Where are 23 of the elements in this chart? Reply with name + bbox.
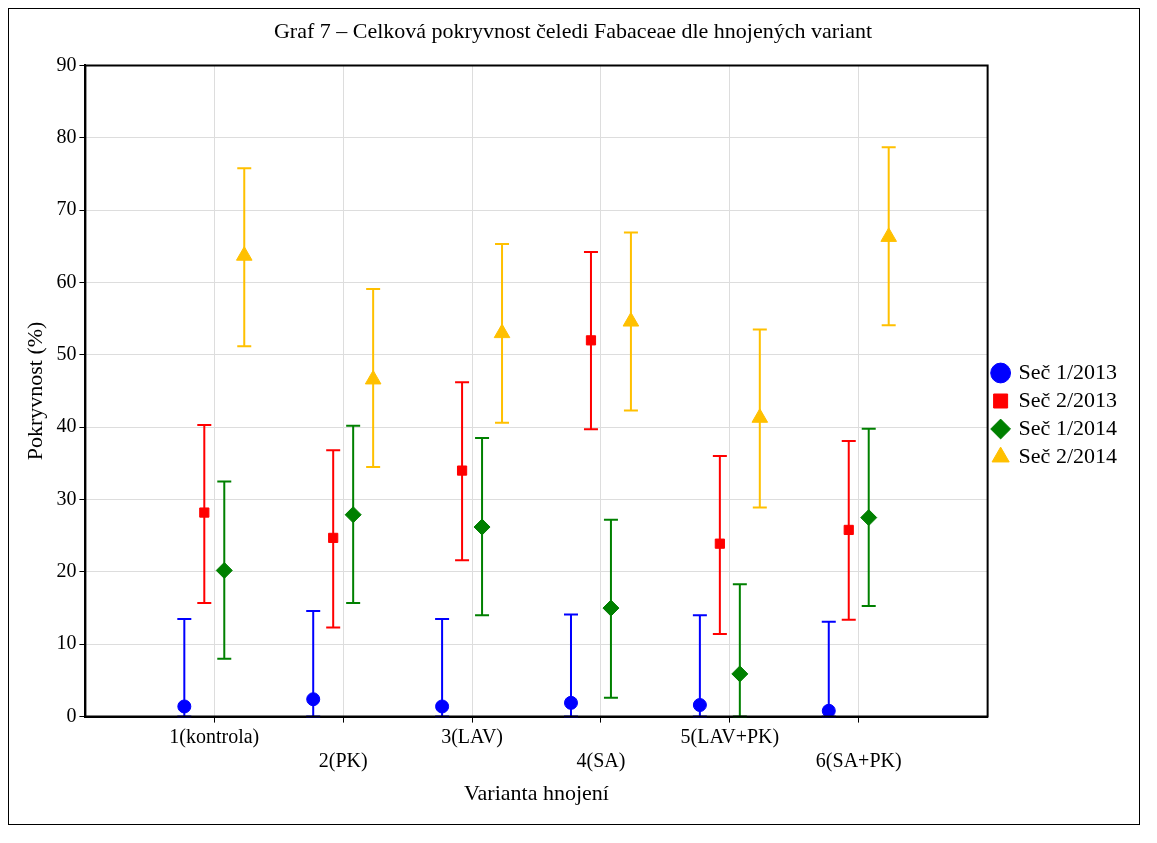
legend-label: Seč 1/2014 — [1018, 414, 1118, 440]
x-tick-label: 4(SA) — [576, 748, 626, 772]
x-tick-label: 5(LAV+PK) — [680, 724, 780, 748]
y-tick-label: 90 — [56, 52, 77, 75]
x-tick-label: 2(PK) — [318, 748, 368, 772]
y-tick-label: 0 — [66, 703, 77, 726]
y-tick-label: 40 — [56, 414, 77, 437]
y-tick-label: 10 — [56, 631, 77, 654]
y-tick-label: 50 — [56, 342, 77, 365]
legend-label: Seč 2/2014 — [1018, 442, 1118, 468]
x-tick-label: 6(SA+PK) — [815, 748, 902, 772]
y-tick-label: 80 — [56, 125, 77, 148]
y-axis-title: Pokryvnost (%) — [21, 321, 47, 461]
y-tick-label: 20 — [56, 559, 77, 582]
y-tick-label: 70 — [56, 197, 77, 220]
y-tick-label: 60 — [56, 269, 77, 292]
legend-label: Seč 1/2013 — [1018, 358, 1118, 384]
legend-label: Seč 2/2013 — [1018, 386, 1118, 412]
x-axis-title: Varianta hnojení — [464, 779, 609, 805]
chart-title: Graf 7 – Celková pokryvnost čeledi Fabaceae dle hnojených variant — [273, 17, 873, 43]
x-tick-label: 3(LAV) — [441, 724, 503, 748]
x-tick-label: 1(kontrola) — [169, 724, 260, 748]
y-tick-label: 30 — [56, 486, 77, 509]
